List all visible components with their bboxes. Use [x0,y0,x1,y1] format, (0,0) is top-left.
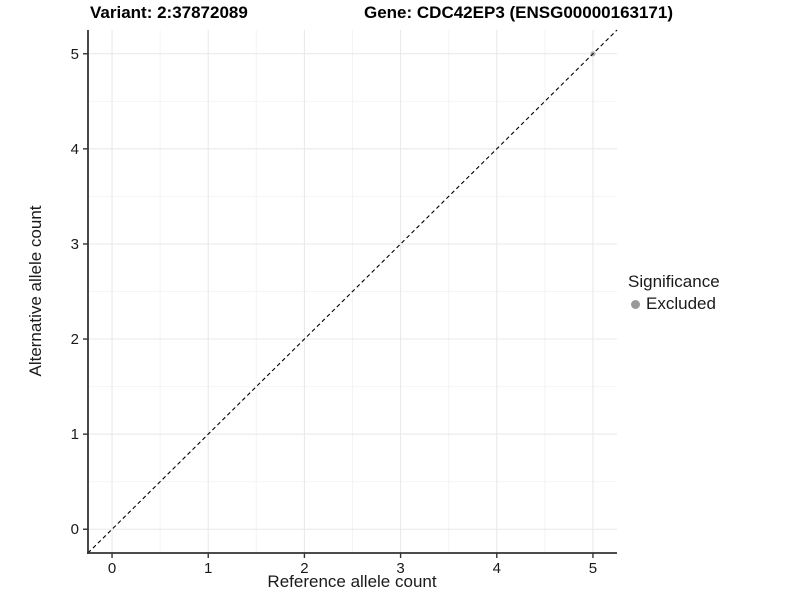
x-tick-label: 2 [300,560,308,577]
y-tick-label: 1 [71,426,79,443]
legend-item-label: Excluded [646,294,716,313]
x-tick-label: 3 [396,560,404,577]
y-tick-label: 3 [71,236,79,253]
x-tick-label: 5 [589,560,597,577]
legend: Significance Excluded [628,272,720,314]
legend-item-excluded: Excluded [628,294,720,314]
y-tick-label: 2 [71,331,79,348]
x-axis-title: Reference allele count [267,572,437,591]
y-tick-label: 4 [71,141,79,158]
y-tick-label: 0 [71,521,79,538]
y-axis-title: Alternative allele count [26,205,45,377]
identity-reference-line [87,29,618,554]
x-tick-label: 0 [108,560,116,577]
x-tick-label: 4 [493,560,501,577]
variant-title: Variant: 2:37872089 [90,3,248,22]
x-tick-label: 1 [204,560,212,577]
gene-title: Gene: CDC42EP3 (ENSG00000163171) [364,3,673,22]
legend-title: Significance [628,272,720,291]
y-tick-label: 5 [71,46,79,63]
excluded-point-icon [631,299,640,309]
